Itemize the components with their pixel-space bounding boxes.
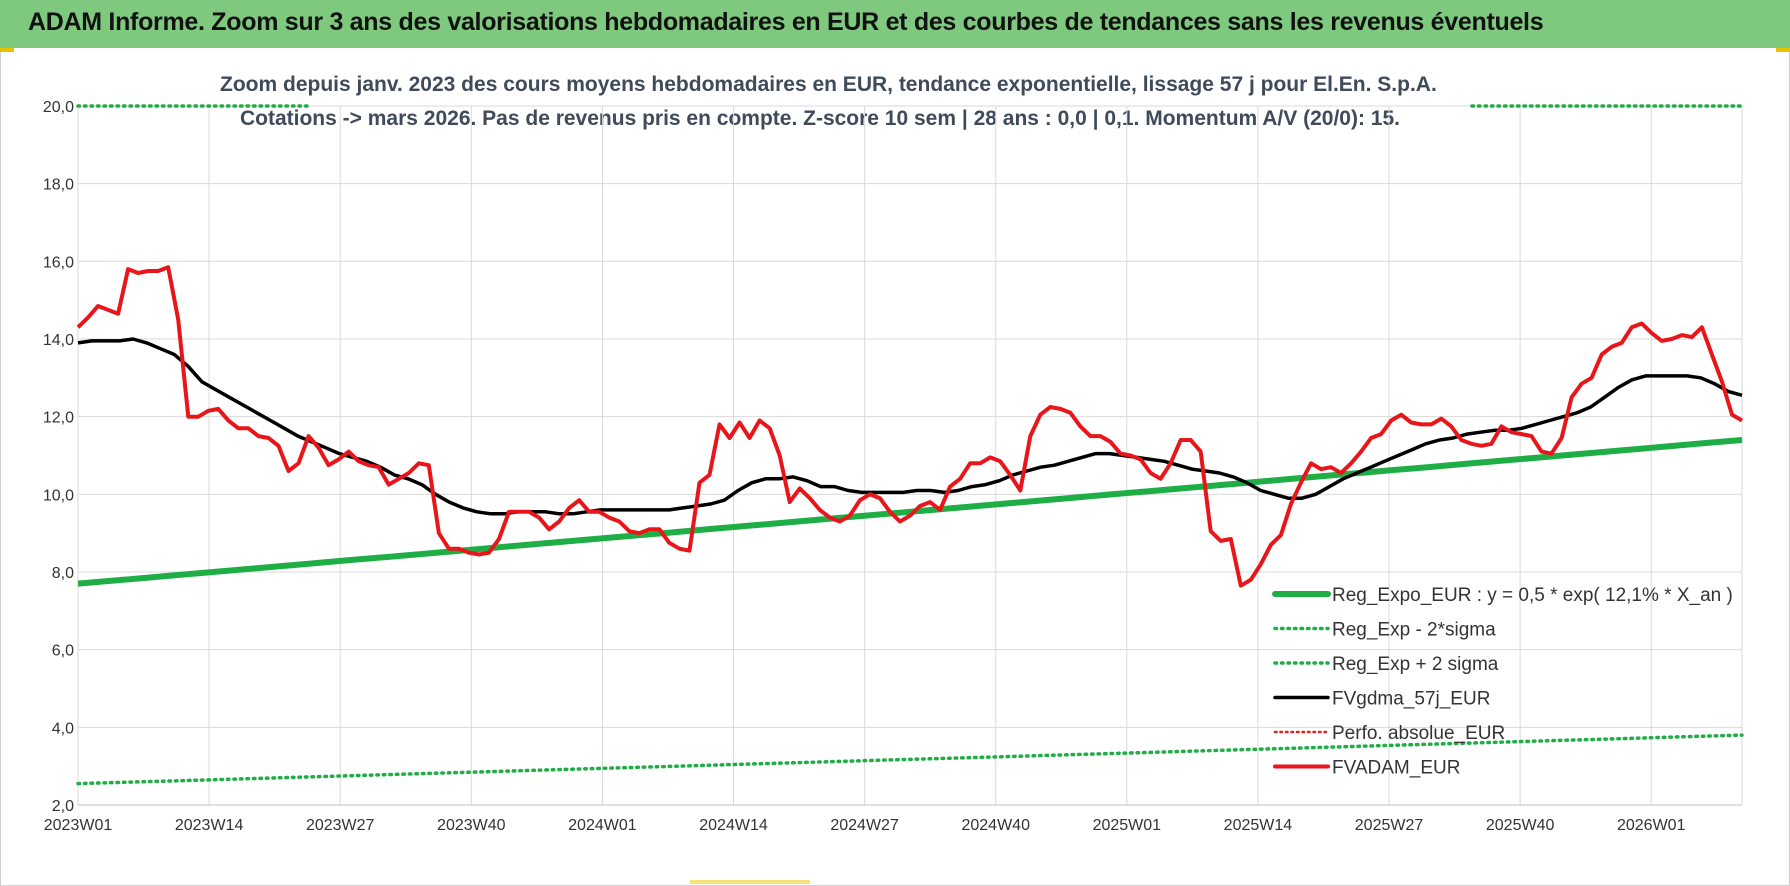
x-tick-label: 2025W14 [1224,817,1293,834]
y-tick-label: 10,0 [43,487,74,504]
x-tick-label: 2023W01 [44,817,113,834]
y-tick-label: 18,0 [43,177,74,194]
x-tick-label: 2024W01 [568,817,637,834]
x-tick-label: 2024W40 [961,817,1030,834]
x-tick-label: 2026W01 [1617,817,1686,834]
y-tick-label: 8,0 [52,565,74,582]
x-tick-label: 2023W40 [437,817,506,834]
chart-title-line1: Zoom depuis janv. 2023 des cours moyens … [220,73,1437,96]
corner-marker-left [0,48,14,52]
y-tick-label: 4,0 [52,720,74,737]
legend-fvgdma-label: FVgdma_57j_EUR [1332,689,1490,710]
x-tick-label: 2025W40 [1486,817,1555,834]
fvgdma-line [77,337,1743,516]
y-tick-label: 20,0 [43,99,74,116]
legend-plus-2-sigma-label: Reg_Exp + 2 sigma [1332,654,1499,675]
y-tick-label: 14,0 [43,332,74,349]
minus-2-sigma-line [76,733,1744,786]
x-tick-label: 2025W27 [1355,817,1424,834]
legend-perfo-label: Perfo. absolue_EUR [1332,723,1505,744]
x-tick-label: 2023W27 [306,817,375,834]
x-tick-label: 2024W27 [830,817,899,834]
corner-marker-right [1776,48,1790,52]
x-tick-label: 2023W14 [175,817,244,834]
x-tick-label: 2025W01 [1093,817,1162,834]
reg-expo-line [77,437,1743,587]
y-tick-label: 6,0 [52,643,74,660]
legend-minus-2-sigma-label: Reg_Exp - 2*sigma [1332,620,1496,641]
y-tick-label: 2,0 [52,798,74,815]
bottom-marker [690,880,810,884]
x-tick-label: 2024W14 [699,817,768,834]
legend-reg-expo-label: Reg_Expo_EUR : y = 0,5 * exp( 12,1% * X_… [1332,585,1733,606]
title-banner: ADAM Informe. Zoom sur 3 ans des valoris… [0,0,1790,48]
report-title: ADAM Informe. Zoom sur 3 ans des valoris… [28,8,1544,36]
chart-title-line2: Cotations -> mars 2026. Pas de revenus p… [239,107,1400,130]
y-tick-label: 16,0 [43,254,74,271]
y-tick-label: 12,0 [43,410,74,427]
fvadam-line [76,265,1744,588]
legend-fvadam-label: FVADAM_EUR [1332,758,1460,779]
